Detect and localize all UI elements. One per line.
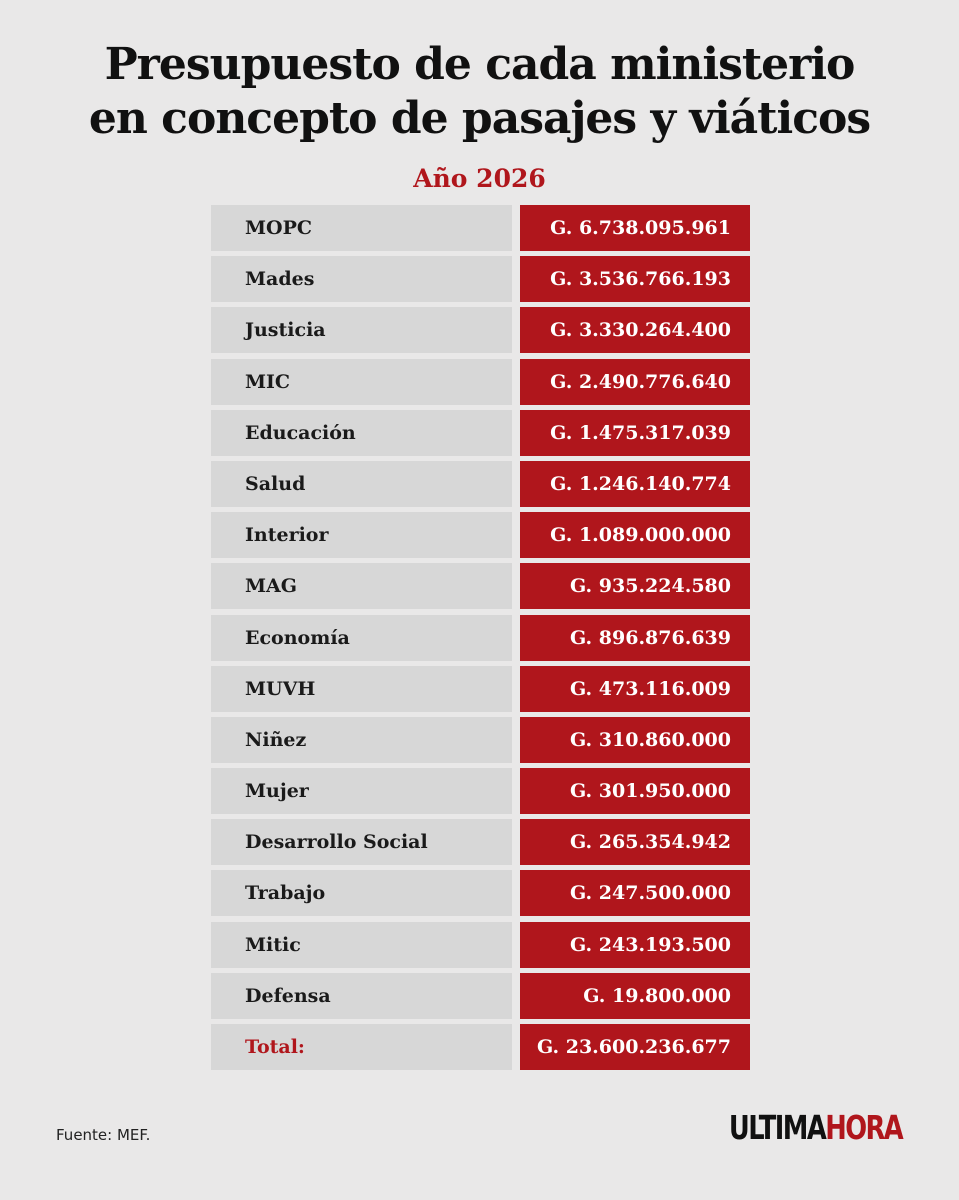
budget-value: G. 6.738.095.961 [520,205,750,251]
source-note: Fuente: MEF. [56,1126,151,1144]
table-row: Salud G. 1.246.140.774 [211,460,750,507]
budget-value: G. 896.876.639 [520,614,750,661]
ministry-name: Salud [211,460,512,507]
ministry-name: Justicia [211,307,512,354]
budget-value: G. 935.224.580 [520,563,750,610]
table-row: Trabajo G. 247.500.000 [211,870,750,917]
budget-value: G. 243.193.500 [520,921,750,968]
ministry-name: Mujer [211,768,512,815]
total-value: G. 23.600.236.677 [520,1024,750,1070]
table-row: Mujer G. 301.950.000 [211,768,750,815]
ministry-name: MOPC [211,205,512,251]
budget-value: G. 301.950.000 [520,768,750,815]
ministry-name: MUVH [211,665,512,712]
table-row: Mades G. 3.536.766.193 [211,256,750,303]
ministry-name: Interior [211,512,512,559]
table-row: MIC G. 2.490.776.640 [211,358,750,405]
ministry-name: MIC [211,358,512,405]
table-row: Defensa G. 19.800.000 [211,972,750,1019]
table-row: MOPC G. 6.738.095.961 [211,205,750,251]
budget-value: G. 265.354.942 [520,819,750,866]
budget-value: G. 1.475.317.039 [520,409,750,456]
total-row: Total: G. 23.600.236.677 [211,1024,750,1070]
budget-value: G. 2.490.776.640 [520,358,750,405]
logo-part-hora: HORA [825,1108,903,1147]
table-row: MAG G. 935.224.580 [211,563,750,610]
budget-value: G. 1.089.000.000 [520,512,750,559]
title-line-1: Presupuesto de cada ministerio [104,39,856,90]
ministry-name: Desarrollo Social [211,819,512,866]
table-row: Niñez G. 310.860.000 [211,716,750,763]
ultimahora-logo: ULTIMAHORA [728,1106,904,1150]
ministry-name: MAG [211,563,512,610]
budget-table: MOPC G. 6.738.095.961 Mades G. 3.536.766.19… [211,205,750,1075]
ministry-name: Defensa [211,972,512,1019]
table-row: Mitic G. 243.193.500 [211,921,750,968]
ministry-name: Trabajo [211,870,512,917]
budget-value: G. 19.800.000 [520,972,750,1019]
budget-value: G. 473.116.009 [520,665,750,712]
ministry-name: Niñez [211,716,512,763]
ministry-name: Economía [211,614,512,661]
table-row: Interior G. 1.089.000.000 [211,512,750,559]
table-row: Justicia G. 3.330.264.400 [211,307,750,354]
logo-part-ultima: ULTIMA [728,1108,827,1147]
budget-value: G. 1.246.140.774 [520,460,750,507]
table-row: Economía G. 896.876.639 [211,614,750,661]
table-row: Educación G. 1.475.317.039 [211,409,750,456]
year-subtitle: Año 2026 [413,164,546,193]
budget-value: G. 247.500.000 [520,870,750,917]
table-row: Desarrollo Social G. 265.354.942 [211,819,750,866]
budget-value: G. 3.536.766.193 [520,256,750,303]
budget-value: G. 310.860.000 [520,716,750,763]
table-row: MUVH G. 473.116.009 [211,665,750,712]
budget-value: G. 3.330.264.400 [520,307,750,354]
title-line-2: en concepto de pasajes y viáticos [88,93,871,144]
ministry-name: Educación [211,409,512,456]
ministry-name: Mitic [211,921,512,968]
ministry-name: Mades [211,256,512,303]
page-title: Presupuesto de cada ministerio en concep… [0,38,959,146]
total-label: Total: [211,1024,512,1070]
